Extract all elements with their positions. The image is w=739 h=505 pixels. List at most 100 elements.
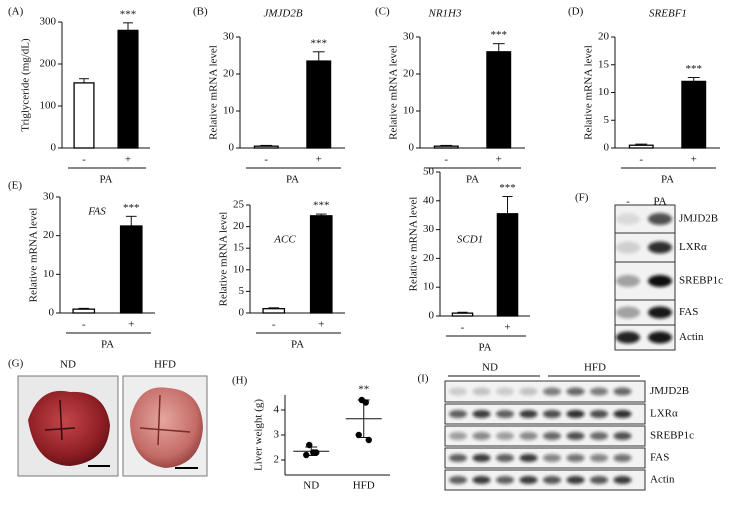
point (355, 431, 362, 439)
blot-band (566, 410, 585, 418)
x-tick-label: - (82, 319, 86, 331)
blot-band (648, 331, 672, 344)
blot-band (519, 387, 538, 396)
blot-band (449, 476, 467, 484)
y-tick-label: 0 (239, 307, 245, 319)
blot-label: SREBP1c (650, 430, 694, 442)
x-tick-label: + (691, 154, 697, 166)
point (306, 441, 313, 449)
y-tick-label: 0 (49, 307, 55, 319)
y-tick-label: 0 (409, 142, 415, 154)
x-axis-label: PA (101, 339, 114, 351)
blot-band (616, 331, 640, 344)
panel-label: (D) (568, 6, 584, 18)
blot-band (590, 387, 608, 396)
y-tick-label: 20 (43, 229, 55, 241)
blot-band (616, 275, 640, 287)
chart-title: ACC (273, 234, 296, 246)
bar (253, 145, 279, 149)
blot-band (566, 432, 585, 440)
photo (17, 375, 119, 477)
y-tick-label: 20 (223, 68, 235, 80)
x-tick-label: - (444, 154, 448, 166)
y-tick-label: 5 (239, 285, 245, 297)
x-tick-label: + (125, 154, 131, 166)
bar (73, 82, 95, 149)
panel-label: (F) (575, 192, 589, 204)
blot-band (496, 410, 514, 418)
y-tick-label: 5 (604, 114, 610, 126)
blot-band (616, 241, 640, 254)
group-label: ND (482, 362, 498, 374)
y-tick-label: 10 (43, 268, 55, 280)
blot-band (590, 432, 608, 440)
annotation: *** (120, 8, 137, 20)
blot-band (496, 476, 514, 484)
y-tick-label: 10 (423, 281, 435, 293)
x-tick-label: + (496, 154, 502, 166)
blot-band (543, 410, 561, 418)
panel-label: (E) (8, 180, 22, 192)
blot-label: FAS (679, 306, 698, 318)
y-tick-label: 0 (604, 142, 610, 154)
y-tick-label: 20 (598, 31, 610, 43)
blot-band (613, 432, 632, 440)
y-tick-label: 15 (598, 58, 610, 70)
blot-band (590, 410, 608, 418)
x-axis-label: PA (286, 174, 299, 186)
blot-band (519, 454, 538, 462)
blot-band (648, 306, 672, 319)
y-tick-label: 25 (233, 199, 245, 211)
photo (122, 375, 208, 477)
blot-label: LXRα (679, 241, 707, 253)
x-axis-label: PA (291, 339, 304, 351)
bar (681, 80, 707, 149)
y-tick-label: 20 (423, 252, 435, 264)
blot-band (616, 213, 640, 225)
bar (496, 213, 519, 317)
x-tick-label: + (128, 319, 134, 331)
y-tick-label: 20 (403, 68, 415, 80)
blot-label: FAS (650, 452, 669, 464)
bar (119, 225, 143, 314)
annotation: *** (491, 29, 508, 41)
blot-label: LXRα (650, 408, 678, 420)
panel-label: (I) (418, 373, 429, 385)
blot-band (449, 454, 467, 462)
point (313, 449, 320, 456)
y-tick-label: 30 (423, 223, 435, 235)
blot-band (472, 454, 491, 462)
x-tick-label: + (316, 154, 322, 166)
blot-band (543, 476, 561, 484)
x-tick-label: + (504, 322, 510, 334)
annotation: *** (686, 63, 703, 75)
blot-band (613, 454, 632, 462)
y-axis-label: Relative mRNA level (28, 208, 40, 303)
chart-title: NR1H3 (428, 8, 463, 20)
blot-band (496, 454, 514, 462)
bar (306, 60, 332, 149)
blot-band (648, 241, 672, 254)
blot-band (519, 410, 538, 418)
y-tick-label: 2 (274, 454, 280, 466)
point (303, 451, 310, 459)
x-axis-label: PA (661, 174, 674, 186)
bar (262, 308, 286, 314)
blot-band (543, 387, 561, 396)
blot-label: SREBP1c (679, 275, 723, 287)
annotation: *** (123, 202, 140, 214)
panel-label: (B) (193, 6, 208, 18)
x-tick-label: ND (303, 480, 319, 492)
y-tick-label: 0 (229, 142, 235, 154)
annotation: *** (313, 200, 330, 212)
panel-label: (C) (375, 6, 390, 18)
y-tick-label: 200 (40, 58, 57, 70)
bar (309, 215, 333, 314)
blot-band (616, 306, 640, 319)
group-label: HFD (584, 362, 606, 374)
y-tick-label: 30 (223, 31, 235, 43)
x-tick-label: - (461, 322, 465, 334)
y-tick-label: 3 (274, 429, 280, 441)
y-tick-label: 0 (51, 142, 57, 154)
